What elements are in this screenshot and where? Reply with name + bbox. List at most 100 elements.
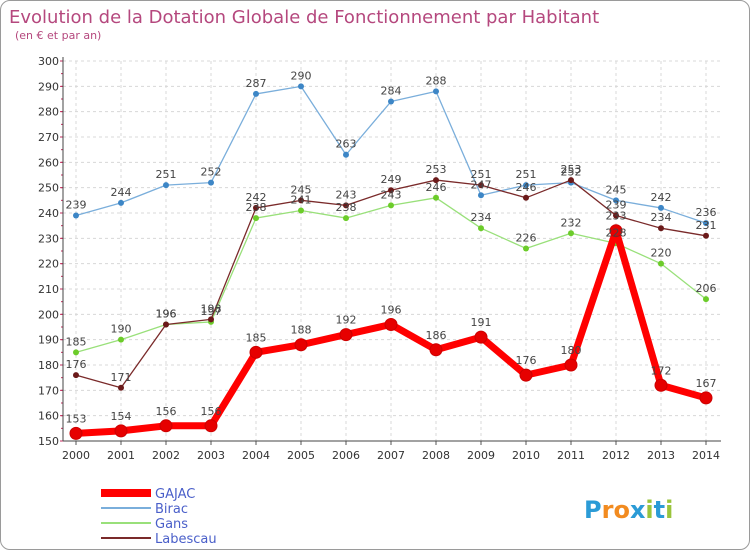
logo-letter: r — [602, 496, 614, 524]
x-tick-label: 2009 — [467, 449, 495, 462]
data-point-labescau — [343, 202, 349, 209]
data-label-gajac: 185 — [246, 331, 267, 344]
data-label-gajac: 153 — [66, 412, 87, 425]
data-label-labescau: 196 — [156, 307, 177, 320]
data-point-gans — [388, 202, 394, 209]
data-label-birac: 287 — [246, 77, 267, 90]
data-label-gans: 206 — [696, 282, 717, 295]
data-label-birac: 288 — [426, 74, 447, 87]
data-label-gajac: 196 — [381, 303, 402, 316]
data-label-labescau: 253 — [426, 163, 447, 176]
data-label-labescau: 251 — [471, 168, 492, 181]
data-point-birac — [703, 220, 709, 227]
data-label-gans: 190 — [111, 323, 132, 336]
data-point-gajac — [249, 345, 263, 359]
data-label-birac: 251 — [156, 168, 177, 181]
data-point-gajac — [609, 224, 623, 238]
data-point-gajac — [564, 358, 578, 372]
data-label-labescau: 198 — [201, 302, 222, 315]
data-point-labescau — [433, 177, 439, 184]
y-tick-label: 280 — [38, 106, 59, 119]
data-label-gajac: 233 — [606, 210, 627, 223]
y-tick-label: 300 — [38, 55, 59, 68]
data-point-gajac — [429, 343, 443, 357]
x-tick-label: 2003 — [197, 449, 225, 462]
data-point-birac — [73, 212, 79, 219]
x-tick-label: 2010 — [512, 449, 540, 462]
data-point-birac — [298, 83, 304, 90]
y-tick-label: 250 — [38, 182, 59, 195]
data-point-gajac — [519, 368, 533, 382]
data-label-gans: 232 — [561, 216, 582, 229]
data-labels: 153 154 156 156 185 188 192 196 186 191 176 180 233 1… — [66, 69, 717, 425]
data-label-gans: 241 — [291, 193, 312, 206]
data-label-gans: 228 — [606, 226, 627, 239]
data-label-gajac: 176 — [516, 354, 537, 367]
data-point-gans — [73, 349, 79, 356]
data-label-labescau: 253 — [561, 163, 582, 176]
y-tick-label: 180 — [38, 359, 59, 372]
y-tick-label: 150 — [38, 435, 59, 448]
data-point-labescau — [298, 197, 304, 204]
data-label-gajac: 167 — [696, 377, 717, 390]
chart-title: Evolution de la Dotation Globale de Fonc… — [9, 7, 599, 28]
data-label-birac: 290 — [291, 69, 312, 82]
data-point-gajac — [114, 424, 128, 438]
x-tick-label: 2000 — [62, 449, 90, 462]
data-label-birac: 252 — [561, 166, 582, 179]
x-tick-label: 2014 — [692, 449, 720, 462]
data-point-gans — [118, 336, 124, 343]
data-point-gajac — [384, 317, 398, 331]
data-label-gajac: 154 — [111, 410, 132, 423]
data-point-gans — [658, 260, 664, 267]
data-point-gajac — [204, 419, 218, 433]
data-point-gajac — [339, 328, 353, 342]
x-tick-label: 2005 — [287, 449, 315, 462]
data-point-gans — [253, 215, 259, 222]
data-label-birac: 244 — [111, 186, 132, 199]
x-tick-label: 2008 — [422, 449, 450, 462]
data-point-labescau — [703, 232, 709, 239]
data-label-gans: 246 — [426, 181, 447, 194]
x-tick-label: 2006 — [332, 449, 360, 462]
logo-letter: i — [645, 496, 653, 524]
logo-letter: P — [584, 496, 602, 524]
y-tick-label: 290 — [38, 80, 59, 93]
y-tick-label: 210 — [38, 283, 59, 296]
data-point-birac — [388, 98, 394, 105]
legend-label-labescau: Labescau — [155, 532, 217, 547]
data-label-gans: 220 — [651, 247, 672, 260]
x-tick-label: 2011 — [557, 449, 585, 462]
y-tick-label: 190 — [38, 334, 59, 347]
data-label-labescau: 245 — [291, 183, 312, 196]
legend-label-gajac: GAJAC — [155, 487, 195, 502]
data-point-gajac — [159, 419, 173, 433]
data-point-birac — [658, 204, 664, 211]
data-label-birac: 245 — [606, 183, 627, 196]
x-tick-label: 2002 — [152, 449, 180, 462]
data-point-gans — [433, 194, 439, 201]
data-label-gajac: 156 — [201, 405, 222, 418]
data-point-birac — [433, 88, 439, 95]
data-point-labescau — [568, 177, 574, 184]
proxiti-logo: Proxiti — [584, 496, 673, 524]
data-point-labescau — [388, 187, 394, 194]
data-point-gans — [568, 230, 574, 237]
data-point-birac — [163, 182, 169, 189]
logo-letter: t — [654, 496, 665, 524]
data-label-gajac: 188 — [291, 324, 312, 337]
data-label-gajac: 156 — [156, 405, 177, 418]
data-point-labescau — [253, 204, 259, 211]
data-point-labescau — [658, 225, 664, 232]
data-label-birac: 242 — [651, 191, 672, 204]
data-point-gans — [703, 296, 709, 303]
y-tick-label: 160 — [38, 410, 59, 423]
data-point-gans — [523, 245, 529, 252]
data-point-birac — [118, 199, 124, 206]
data-point-birac — [523, 182, 529, 189]
data-label-labescau: 176 — [66, 358, 87, 371]
data-label-gajac: 180 — [561, 344, 582, 357]
